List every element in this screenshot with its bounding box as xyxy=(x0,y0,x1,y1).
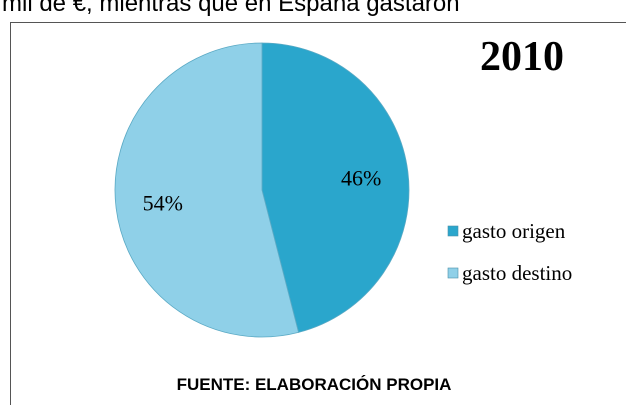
legend-swatch xyxy=(447,267,459,279)
source-caption: FUENTE: ELABORACIÓN PROPIA xyxy=(177,375,452,394)
pie-slice xyxy=(114,42,300,338)
legend-label: gasto destino xyxy=(462,261,572,285)
slice-label: 46% xyxy=(341,165,381,190)
legend-label: gasto origen xyxy=(462,219,566,243)
chart-title: 2010 xyxy=(480,34,564,80)
header-text: mil de €, mientras que en España gastaro… xyxy=(2,0,460,17)
chart-frame xyxy=(10,22,626,405)
legend-swatch xyxy=(447,225,459,237)
slice-label: 54% xyxy=(143,191,183,216)
pie-slice xyxy=(261,42,410,333)
